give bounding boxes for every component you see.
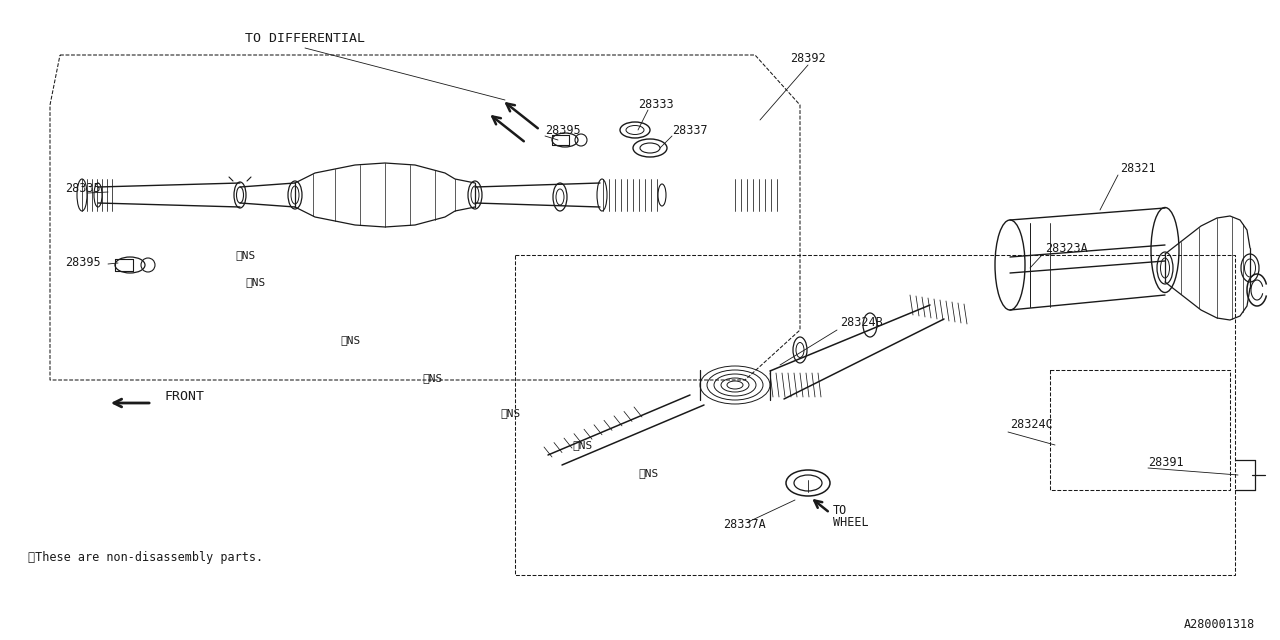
- Text: 28324C: 28324C: [1010, 419, 1052, 431]
- Text: 28335: 28335: [65, 182, 101, 195]
- Text: ※NS: ※NS: [500, 408, 520, 418]
- Text: ※These are non-disassembly parts.: ※These are non-disassembly parts.: [28, 550, 264, 563]
- Text: TO DIFFERENTIAL: TO DIFFERENTIAL: [244, 31, 365, 45]
- Text: 28392: 28392: [790, 51, 826, 65]
- Text: WHEEL: WHEEL: [833, 516, 869, 529]
- Text: 28333: 28333: [637, 99, 673, 111]
- Text: ※NS: ※NS: [422, 373, 443, 383]
- Text: 28323A: 28323A: [1044, 241, 1088, 255]
- Text: FRONT: FRONT: [165, 390, 205, 403]
- Text: 28337A: 28337A: [723, 518, 765, 531]
- Text: 28337: 28337: [672, 124, 708, 136]
- Text: TO: TO: [833, 504, 847, 516]
- Text: 28391: 28391: [1148, 456, 1184, 468]
- Text: ※NS: ※NS: [637, 468, 658, 478]
- Text: 28395: 28395: [545, 124, 581, 136]
- Text: 28395: 28395: [65, 255, 101, 269]
- Text: ※NS: ※NS: [244, 277, 265, 287]
- Text: ※NS: ※NS: [236, 250, 255, 260]
- Text: 28321: 28321: [1120, 161, 1156, 175]
- Text: ※NS: ※NS: [340, 335, 360, 345]
- Text: 28324B: 28324B: [840, 316, 883, 328]
- Text: A280001318: A280001318: [1184, 618, 1254, 632]
- Text: ※NS: ※NS: [572, 440, 593, 450]
